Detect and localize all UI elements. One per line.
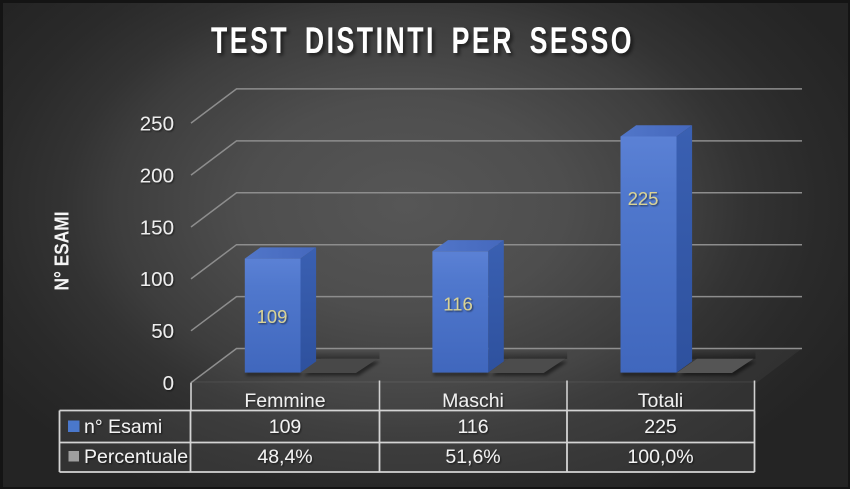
svg-text:Percentuale: Percentuale (84, 446, 188, 468)
svg-text:116: 116 (443, 294, 473, 315)
svg-text:48,4%: 48,4% (257, 446, 312, 468)
svg-text:225: 225 (644, 416, 677, 438)
svg-text:200: 200 (140, 164, 174, 187)
svg-text:0: 0 (163, 372, 174, 395)
svg-text:n° Esami: n° Esami (84, 416, 162, 438)
svg-text:250: 250 (140, 112, 174, 135)
svg-text:Totali: Totali (638, 390, 684, 412)
svg-text:225: 225 (628, 188, 659, 209)
svg-text:TEST DISTINTI PER SESSO: TEST DISTINTI PER SESSO (211, 20, 634, 61)
svg-text:N° ESAMI: N° ESAMI (52, 212, 74, 291)
svg-text:109: 109 (257, 306, 288, 327)
svg-text:116: 116 (457, 416, 488, 438)
svg-text:100: 100 (140, 268, 174, 291)
svg-text:50: 50 (151, 320, 174, 343)
svg-text:Maschi: Maschi (442, 390, 504, 412)
svg-text:109: 109 (269, 416, 302, 438)
svg-text:150: 150 (140, 216, 174, 239)
svg-text:Femmine: Femmine (244, 390, 325, 412)
svg-text:100,0%: 100,0% (627, 446, 693, 468)
svg-text:51,6%: 51,6% (445, 446, 500, 468)
